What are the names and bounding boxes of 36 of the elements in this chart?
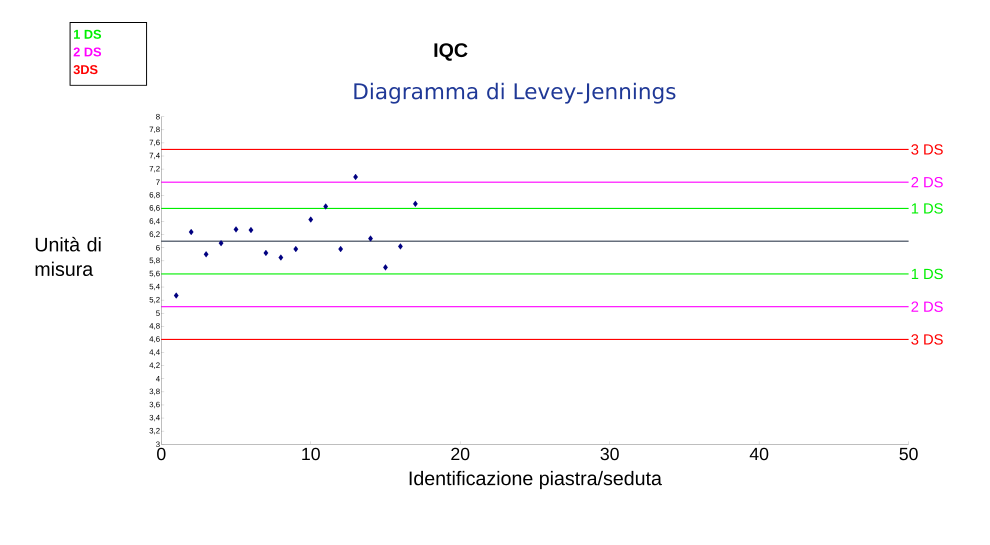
point (264, 250, 268, 256)
ref-line-label: 1 DS (912, 268, 943, 279)
point (353, 174, 358, 180)
x-tick-label: 10 (302, 448, 320, 460)
x-tick-label: 0 (157, 448, 166, 460)
point (338, 246, 344, 252)
text: 2 DS (74, 47, 102, 56)
chart-title: IQC (434, 43, 468, 61)
point (383, 264, 388, 270)
point (174, 292, 179, 299)
ref-line-label: 3 DS (911, 144, 943, 155)
ref-line-label: 2 DS (911, 301, 943, 312)
point (204, 251, 209, 258)
chart-subtitle: Diagramma di Levey-Jennings (354, 82, 676, 104)
point (308, 216, 314, 223)
point (412, 200, 418, 207)
x-tick-label: 50 (899, 448, 918, 460)
ref-line-label: 3 DS (911, 334, 943, 345)
point (293, 246, 298, 252)
point (188, 228, 194, 235)
point (234, 226, 238, 232)
point (218, 240, 224, 246)
x-tick-label: 40 (750, 448, 768, 460)
point (248, 226, 254, 234)
ref-line-label: 2 DS (911, 176, 943, 188)
x-tick-label: 20 (451, 448, 470, 460)
point (398, 243, 403, 250)
point (278, 254, 284, 261)
x-tick-label: 30 (600, 448, 619, 460)
y-axis-title: Unità di misura (36, 236, 101, 276)
point (368, 235, 373, 242)
text: 1 DS (74, 30, 102, 39)
point (323, 203, 328, 210)
x-axis-title: Identificazione piastra/seduta (410, 470, 662, 490)
text: 3DS (74, 64, 98, 74)
ref-line-label: 1 DS (912, 203, 943, 214)
